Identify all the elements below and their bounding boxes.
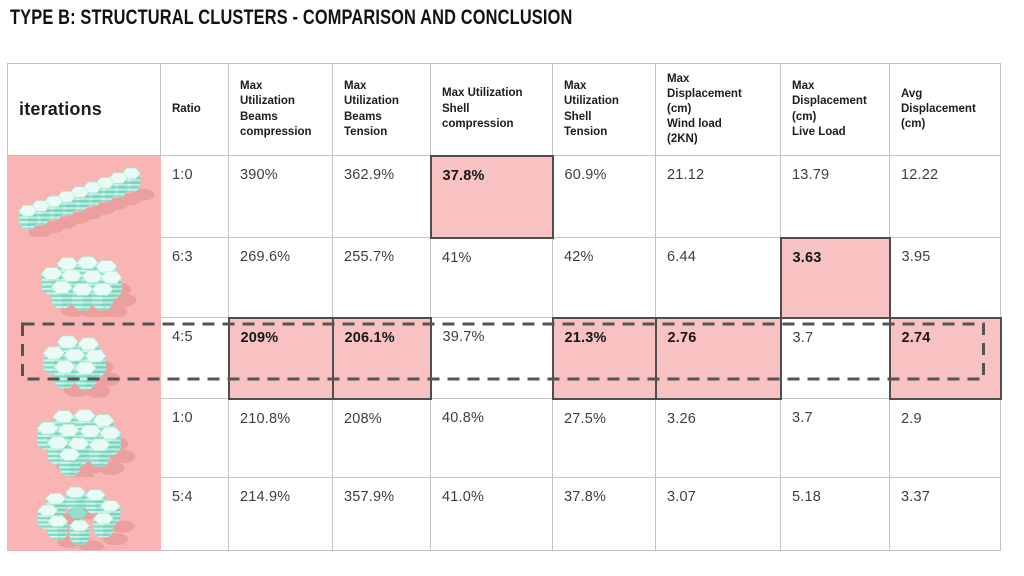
value-cell: 3.7 <box>780 317 890 399</box>
ratio-cell: 1:0 <box>160 155 229 238</box>
value-cell: 208% <box>332 398 431 478</box>
iteration-thumbnail-cell <box>7 317 161 399</box>
value-cell: 41% <box>430 237 553 318</box>
ring-cluster <box>37 486 135 550</box>
value-cell: 3.26 <box>655 398 781 478</box>
table-row-2: 6:3 269.6% 255.7% 41% 42% 6.44 3.63 3.95 <box>7 236 1001 319</box>
column-header-0: iterations <box>7 63 161 156</box>
value-cell: 3.7 <box>780 398 890 478</box>
highlighted-value-cell: 206.1% <box>331 316 432 400</box>
column-header-3: Max Utilization Beams Tension <box>332 63 431 156</box>
value-cell: 41.0% <box>430 477 553 551</box>
comparison-table: iterations Ratio Max Utilization Beams com… <box>7 63 1002 551</box>
iteration-thumbnail-cell <box>7 398 161 478</box>
value-cell: 362.9% <box>332 155 431 238</box>
page-title: TYPE B: STRUCTURAL CLUSTERS - COMPARISON… <box>10 6 573 29</box>
value-cell: 39.7% <box>430 317 553 399</box>
ratio-cell: 4:5 <box>160 317 229 399</box>
value-cell: 269.6% <box>228 237 333 318</box>
column-header-4: Max Utilization Shell compression <box>430 63 553 156</box>
table-row-4: 1:0 210.8% 208% 40.8% 27.5% 3.26 3.7 2.9 <box>7 398 1001 478</box>
compact-cluster <box>42 335 121 398</box>
column-header-5: Max Utilization Shell Tension <box>552 63 656 156</box>
value-cell: 3.95 <box>889 237 1001 318</box>
iteration-thumbnail-cell <box>7 477 161 551</box>
value-cell: 255.7% <box>332 237 431 318</box>
value-cell: 27.5% <box>552 398 656 478</box>
table-body: 1:0 390% 362.9% 37.8% 60.9% 21.12 13.79 12.22 6:… <box>7 154 1002 551</box>
column-header-8: Avg Displacement (cm) <box>889 63 1001 156</box>
value-cell: 13.79 <box>780 155 890 238</box>
value-cell: 40.8% <box>430 398 553 478</box>
table-header: iterations Ratio Max Utilization Beams com… <box>7 63 1001 156</box>
highlighted-value-cell: 3.63 <box>779 236 891 319</box>
highlighted-value-cell: 37.8% <box>429 154 554 239</box>
column-header-6: Max Displacement (cm) Wind load (2KN) <box>655 63 781 156</box>
value-cell: 357.9% <box>332 477 431 551</box>
value-cell: 2.9 <box>889 398 1001 478</box>
value-cell: 214.9% <box>228 477 333 551</box>
ratio-cell: 5:4 <box>160 477 229 551</box>
ratio-cell: 1:0 <box>160 398 229 478</box>
column-header-1: Ratio <box>160 63 229 156</box>
stepped-cluster <box>36 409 136 477</box>
iteration-thumbnail-cell <box>7 155 161 238</box>
table-row-5: 5:4 214.9% 357.9% 41.0% 37.8% 3.07 5.18 3.37 <box>7 477 1001 551</box>
value-cell: 3.07 <box>655 477 781 551</box>
value-cell: 60.9% <box>552 155 656 238</box>
column-header-7: Max Displacement (cm) Live Load <box>780 63 890 156</box>
value-cell: 5.18 <box>780 477 890 551</box>
value-cell: 21.12 <box>655 155 781 238</box>
linear-diagonal-cluster <box>18 167 155 237</box>
l-shaped-cluster <box>40 256 137 317</box>
table-row-1: 1:0 390% 362.9% 37.8% 60.9% 21.12 13.79 12.22 <box>7 154 1001 239</box>
column-header-2: Max Utilization Beams compression <box>228 63 333 156</box>
value-cell: 42% <box>552 237 656 318</box>
highlighted-value-cell: 2.74 <box>888 316 1002 400</box>
highlighted-value-cell: 209% <box>227 316 334 400</box>
ratio-cell: 6:3 <box>160 237 229 318</box>
value-cell: 12.22 <box>889 155 1001 238</box>
iteration-thumbnail-cell <box>7 237 161 318</box>
value-cell: 390% <box>228 155 333 238</box>
highlighted-value-cell: 2.76 <box>654 316 782 400</box>
value-cell: 210.8% <box>228 398 333 478</box>
header-row: iterations Ratio Max Utilization Beams com… <box>7 63 1001 156</box>
value-cell: 6.44 <box>655 237 781 318</box>
highlighted-value-cell: 21.3% <box>551 316 657 400</box>
table-row-3: 4:5 209% 206.1% 39.7% 21.3% 2.76 3.7 2.74 <box>7 316 1002 400</box>
value-cell: 3.37 <box>889 477 1001 551</box>
value-cell: 37.8% <box>552 477 656 551</box>
